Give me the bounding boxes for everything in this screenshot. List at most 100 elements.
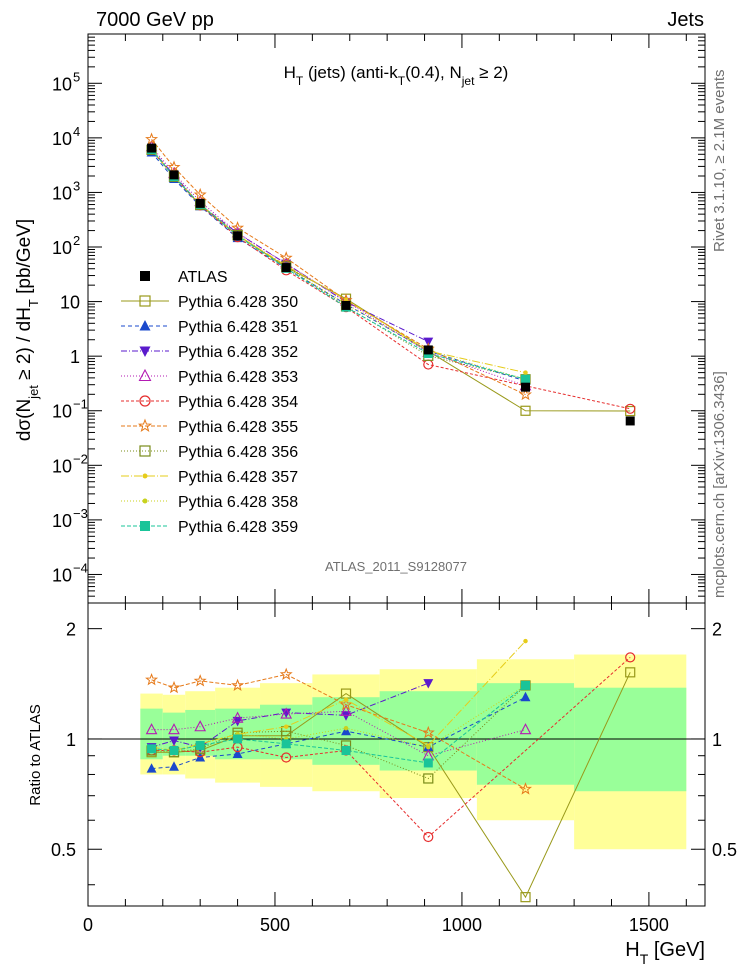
- series-10-ratio-point: [341, 746, 351, 756]
- ratio-y-tick-label-right: 0.5: [712, 840, 737, 860]
- series-6-point: [518, 387, 533, 401]
- series-2-ratio-point: [232, 748, 243, 759]
- series-10-ratio-point: [521, 680, 531, 690]
- series-3-line: [151, 148, 429, 343]
- series-10-line: [151, 149, 526, 380]
- series-6-ratio-point: [193, 674, 207, 687]
- series-3-ratio-point: [232, 716, 243, 727]
- legend-label: Pythia 6.428 353: [178, 369, 298, 386]
- series-9-ratio-point: [426, 744, 431, 750]
- series-6-point: [167, 160, 181, 173]
- ratio-panel-frame: [87, 602, 706, 907]
- x-axis-label: HT [GeV]: [625, 939, 705, 967]
- y-tick-label-exponent: −3: [73, 506, 88, 521]
- series-7-ratio-line: [151, 685, 526, 780]
- y-tick-label-exponent: 4: [73, 124, 80, 139]
- y-axis-label: dσ(Njet ≥ 2) / dHT [pb/GeV]: [14, 219, 41, 441]
- series-8-point: [343, 297, 349, 302]
- y-tick-label-exponent: 3: [73, 178, 80, 193]
- atlas-data-point: [625, 416, 635, 426]
- legend-marker: [139, 295, 151, 307]
- legend-item-series-4: Pythia 6.428 353: [121, 368, 298, 386]
- ratio-y-axis-label: Ratio to ATLAS: [27, 704, 44, 805]
- atlas-data-point: [169, 170, 179, 180]
- atlas-data-point: [147, 143, 157, 153]
- series-1-ratio-point: [520, 892, 531, 903]
- ratio-band-inner: [574, 687, 687, 792]
- series-4-ratio-point: [340, 704, 352, 716]
- series-10-ratio-point: [423, 758, 433, 768]
- series-8-ratio-point: [343, 697, 349, 702]
- series-4-ratio-point: [519, 723, 532, 735]
- atlas-data-point: [195, 198, 205, 208]
- legend-item-series-9: Pythia 6.428 358: [121, 494, 298, 511]
- series-6-point: [145, 132, 159, 145]
- series-1-point: [520, 405, 531, 416]
- series-10-ratio-point: [281, 739, 291, 749]
- y-tick-label-exponent: −1: [73, 397, 88, 412]
- analysis-id-label: ATLAS_2011_S9128077: [325, 559, 467, 574]
- series-10-ratio-point: [169, 746, 179, 756]
- series-9-ratio-point: [343, 725, 349, 731]
- series-2-ratio-point: [341, 725, 351, 736]
- series-8-ratio-point: [523, 638, 528, 644]
- ratio-y-tick-label-right: 2: [712, 620, 722, 640]
- legend-marker: [138, 368, 152, 382]
- atlas-data-point: [233, 231, 243, 241]
- series-1-ratio-point: [625, 667, 636, 678]
- y-tick-label: 1: [70, 347, 80, 367]
- y-tick-label: 10: [52, 129, 72, 149]
- y-tick-label: 10: [52, 74, 72, 94]
- series-9-line: [151, 149, 526, 380]
- series-4-ratio-point: [280, 707, 293, 719]
- y-tick-label: 10: [60, 293, 80, 313]
- series-10-ratio-point: [147, 744, 157, 754]
- series-10-point: [521, 374, 531, 384]
- series-5-ratio-point: [423, 831, 434, 843]
- series-6-ratio-point: [518, 782, 533, 795]
- y-tick-label: 10: [52, 238, 72, 258]
- legend-item-series-1: Pythia 6.428 350: [121, 294, 298, 311]
- legend-item-series-6: Pythia 6.428 355: [121, 418, 298, 436]
- legend-item-series-7: Pythia 6.428 356: [121, 444, 298, 461]
- series-6-ratio-point: [145, 672, 159, 686]
- legend-label: Pythia 6.428 354: [178, 394, 298, 411]
- series-5-point: [625, 403, 636, 414]
- legend-item-series-2: Pythia 6.428 351: [121, 319, 298, 336]
- series-3-ratio-point: [281, 708, 292, 719]
- series-7-ratio-point: [423, 773, 434, 784]
- series-2-ratio-line: [151, 696, 526, 770]
- series-4-ratio-point: [168, 723, 180, 735]
- series-3-ratio-point: [341, 711, 351, 721]
- x-tick-label: 0: [83, 915, 93, 935]
- x-tick-label: 500: [260, 915, 290, 935]
- legend-marker: [137, 418, 153, 433]
- legend-label: Pythia 6.428 359: [178, 519, 298, 536]
- source-label: mcplots.cern.ch [arXiv:1306.3436]: [711, 371, 728, 598]
- series-2-ratio-point: [146, 763, 157, 773]
- legend-marker: [139, 395, 151, 407]
- series-6-point: [193, 187, 207, 201]
- series-10-ratio-point: [195, 740, 205, 750]
- legend-label: Pythia 6.428 358: [178, 494, 298, 511]
- rivet-version-label: Rivet 3.1.10, ≥ 2.1M events: [711, 70, 728, 253]
- ratio-y-tick-label: 1: [66, 730, 76, 750]
- atlas-data-point: [423, 345, 433, 355]
- energy-label: 7000 GeV pp: [96, 9, 214, 31]
- series-4-ratio-line: [151, 710, 526, 757]
- series-6-ratio-point: [231, 678, 245, 691]
- legend-label: Pythia 6.428 356: [178, 444, 298, 461]
- legend-label: Pythia 6.428 355: [178, 419, 298, 436]
- category-label: Jets: [667, 9, 704, 31]
- series-8-point: [523, 370, 528, 375]
- series-4-line: [151, 146, 526, 387]
- y-tick-label: 10: [52, 565, 72, 585]
- legend-item-atlas: ATLAS: [140, 269, 228, 286]
- atlas-data-point: [521, 382, 531, 392]
- legend-label: Pythia 6.428 352: [178, 344, 298, 361]
- series-8-line: [151, 148, 526, 374]
- y-tick-label-exponent: 5: [73, 69, 80, 84]
- series-3-ratio-point: [423, 679, 434, 689]
